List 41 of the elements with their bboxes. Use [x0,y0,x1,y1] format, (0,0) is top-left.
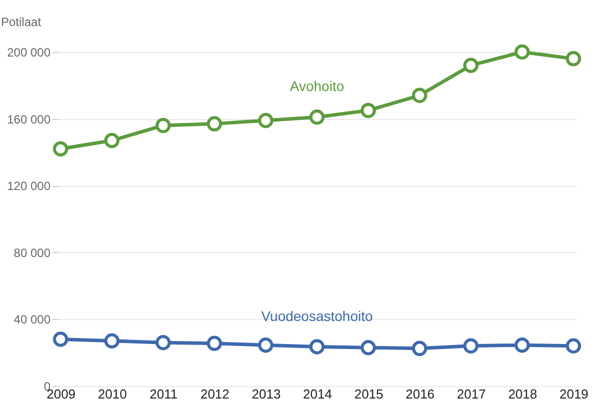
point [463,338,478,354]
y-tick-label: 120 000 [7,179,51,194]
x-tick-label: 2017 [456,386,486,402]
point [463,58,478,73]
point [156,118,171,134]
y-tick-label: 80 000 [14,246,51,260]
x-tick-label: 2018 [508,386,538,402]
point [360,102,376,118]
point [514,44,530,60]
point [104,333,120,349]
point [206,116,222,132]
x-tick-label: 2013 [252,386,281,402]
point [309,110,325,125]
point [52,332,68,347]
x-tick-label: 2012 [200,386,230,402]
x-tick-label: 2014 [303,386,332,402]
point [104,132,120,148]
point [156,334,171,350]
point [258,112,274,128]
y-tick-label: 40 000 [14,312,51,327]
point [206,336,222,352]
series-label: Vuodeosastohoito [261,308,373,324]
point [514,337,530,353]
x-tick-label: 2019 [559,386,588,402]
x-tick-label: 2010 [98,386,127,402]
point [258,337,274,353]
point [566,51,582,66]
point [360,340,376,356]
series-label: Avohoito [290,78,344,94]
point [52,141,68,156]
y-tick-label: 200 000 [7,46,51,60]
y-axis-title: Potilaat [1,15,42,29]
y-tick-label: 0 [44,380,51,394]
x-tick-label: 2011 [150,386,178,402]
point [566,338,582,354]
x-tick-label: 2016 [406,386,435,402]
point [412,88,428,104]
x-tick-label: 2015 [354,386,384,402]
y-tick-label: 160 000 [7,112,51,126]
point [309,339,325,354]
point [412,340,428,356]
